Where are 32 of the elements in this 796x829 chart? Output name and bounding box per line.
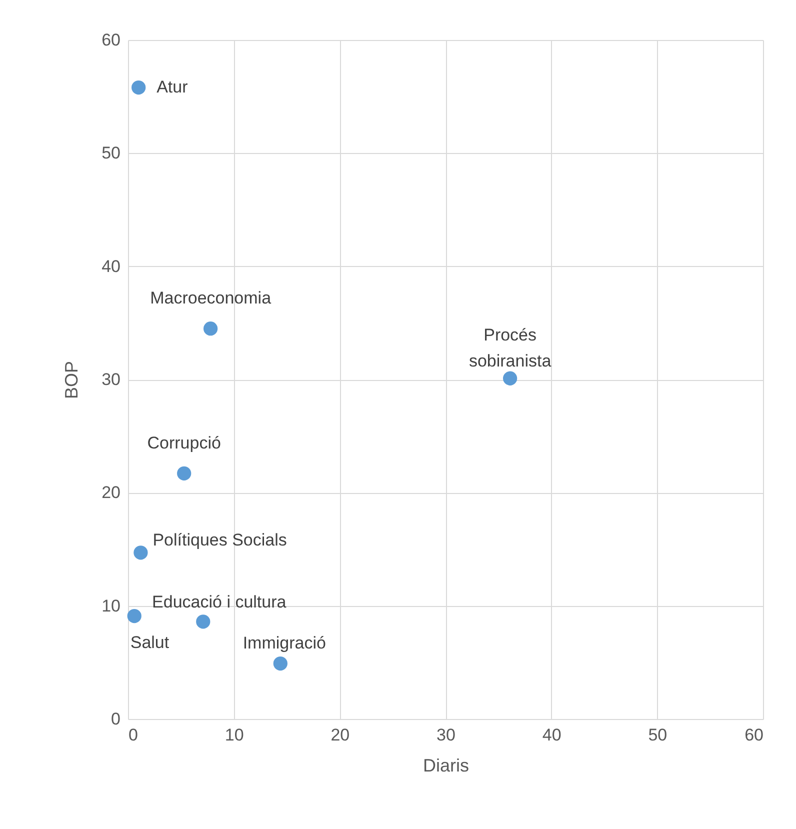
annotation: Educació i cultura <box>152 592 287 612</box>
x-tick-label: 20 <box>330 726 350 744</box>
y-tick-label: 10 <box>102 596 120 616</box>
x-tick-label: 50 <box>648 726 668 744</box>
point <box>132 80 146 95</box>
annotation: Corrupció <box>147 433 221 452</box>
point <box>273 656 288 671</box>
x-tick-label: 60 <box>744 726 764 744</box>
y-tick-label: 60 <box>102 30 120 50</box>
annotation: Procés sobiranista <box>468 325 552 370</box>
annotation: Polítiques Socials <box>152 530 287 550</box>
y-tick-label: 40 <box>102 256 120 276</box>
x-tick-label: 30 <box>436 726 456 744</box>
y-tick-label: 50 <box>102 144 120 163</box>
y-axis-title: BOP <box>62 360 82 400</box>
annotation: Atur <box>156 78 188 97</box>
point <box>127 608 142 624</box>
x-tick-label: 0 <box>128 726 138 744</box>
point <box>203 322 218 336</box>
y-tick-label: 20 <box>102 483 120 502</box>
point <box>196 614 210 629</box>
point <box>502 371 518 386</box>
x-axis-title: Diaris <box>422 756 470 776</box>
annotation: Salut <box>130 633 170 652</box>
point <box>134 546 148 560</box>
annotation: Immigració <box>242 634 326 653</box>
annotation: Macroeconomia <box>150 288 272 308</box>
point <box>177 466 192 480</box>
y-tick-label: 30 <box>102 370 120 389</box>
x-tick-label: 40 <box>542 726 562 744</box>
y-tick-label: 0 <box>111 710 120 728</box>
x-tick-label: 10 <box>224 726 244 744</box>
